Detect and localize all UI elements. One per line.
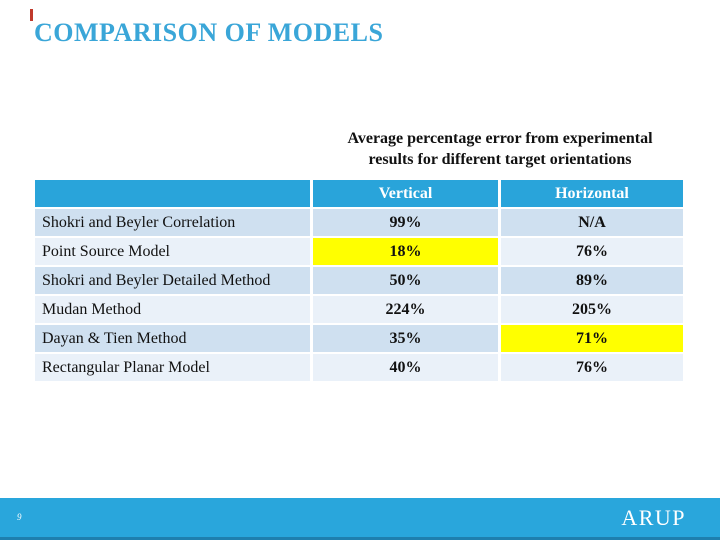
vertical-value-cell: 50%: [313, 267, 498, 294]
caption-line-2: results for different target orientation…: [368, 151, 632, 168]
table-row: Shokri and Beyler Detailed Method 50% 89%: [35, 267, 683, 294]
table-caption: Average percentage error from experiment…: [312, 128, 688, 170]
vertical-value-cell: 224%: [313, 296, 498, 323]
horizontal-value-cell: 205%: [501, 296, 683, 323]
vertical-value-cell: 40%: [313, 354, 498, 381]
comparison-table: Vertical Horizontal Shokri and Beyler Co…: [32, 178, 686, 383]
header-empty-cell: [35, 180, 310, 207]
table-row: Mudan Method 224% 205%: [35, 296, 683, 323]
model-label-cell: Shokri and Beyler Correlation: [35, 209, 310, 236]
table-row: Dayan & Tien Method 35% 71%: [35, 325, 683, 352]
vertical-value-cell: 18%: [313, 238, 498, 265]
vertical-value-cell: 99%: [313, 209, 498, 236]
table-row: Rectangular Planar Model 40% 76%: [35, 354, 683, 381]
horizontal-value-cell: N/A: [501, 209, 683, 236]
model-label-cell: Dayan & Tien Method: [35, 325, 310, 352]
red-accent-mark: [30, 9, 33, 21]
vertical-value-cell: 35%: [313, 325, 498, 352]
table-header-row: Vertical Horizontal: [35, 180, 683, 207]
horizontal-value-cell: 76%: [501, 238, 683, 265]
model-label-cell: Rectangular Planar Model: [35, 354, 310, 381]
footer-bar: 9 ARUP: [0, 498, 720, 537]
horizontal-value-cell: 89%: [501, 267, 683, 294]
model-label-cell: Shokri and Beyler Detailed Method: [35, 267, 310, 294]
arup-logo: ARUP: [621, 504, 686, 530]
table-row: Point Source Model 18% 76%: [35, 238, 683, 265]
header-vertical: Vertical: [313, 180, 498, 207]
horizontal-value-cell: 71%: [501, 325, 683, 352]
model-label-cell: Point Source Model: [35, 238, 310, 265]
slide-title: COMPARISON OF MODELS: [34, 18, 384, 47]
table-row: Shokri and Beyler Correlation 99% N/A: [35, 209, 683, 236]
header-horizontal: Horizontal: [501, 180, 683, 207]
horizontal-value-cell: 76%: [501, 354, 683, 381]
page-number: 9: [17, 512, 22, 522]
bottom-edge-line: [0, 537, 720, 540]
model-label-cell: Mudan Method: [35, 296, 310, 323]
caption-line-1: Average percentage error from experiment…: [347, 130, 653, 147]
